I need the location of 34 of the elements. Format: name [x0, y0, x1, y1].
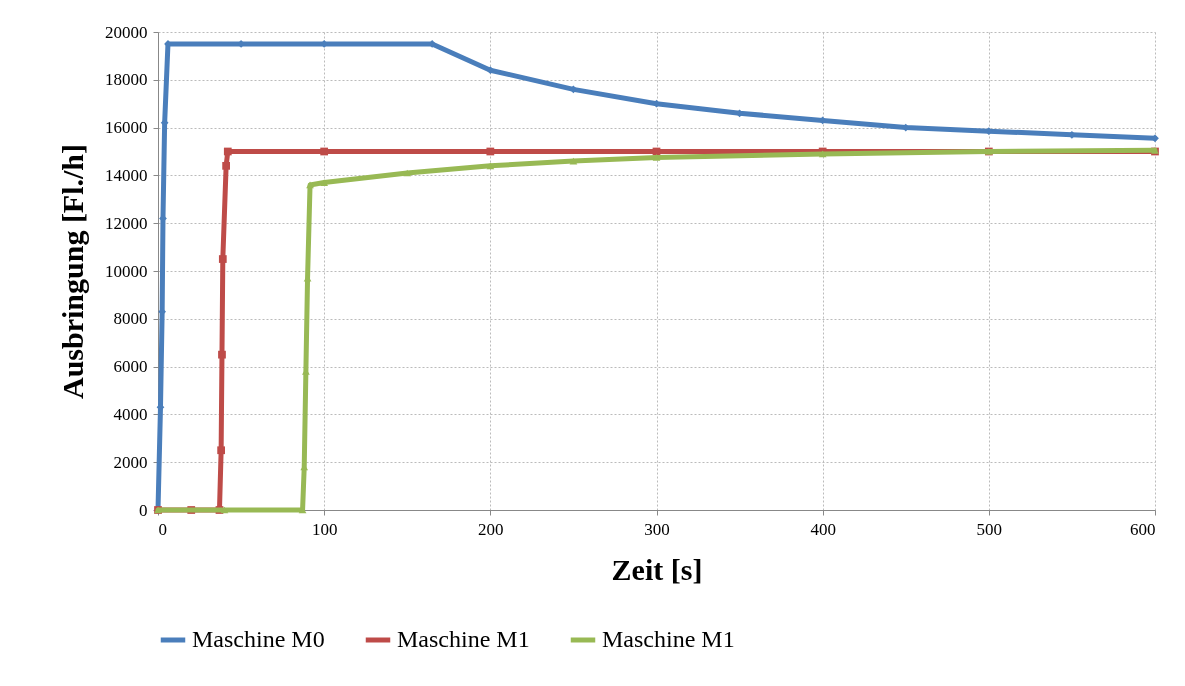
- point: [217, 446, 226, 455]
- y-tick-label: 20000: [105, 22, 148, 42]
- point: [320, 179, 329, 186]
- y-tick-label: 18000: [105, 70, 148, 90]
- x-tick-label: 600: [1130, 519, 1156, 539]
- y-axis-title: Ausbringung [Fl./h]: [56, 143, 89, 400]
- y-tick-label: 4000: [113, 404, 148, 424]
- point: [218, 350, 226, 359]
- point: [223, 147, 232, 156]
- y-tick-label: 2000: [113, 452, 148, 472]
- x-tick-label: 200: [478, 519, 504, 539]
- legend-label: Maschine M1: [397, 626, 530, 652]
- legend-label: Maschine M0: [192, 626, 325, 652]
- point: [320, 147, 329, 156]
- x-axis-title: Zeit [s]: [611, 552, 703, 586]
- y-tick-label: 14000: [105, 165, 148, 185]
- point: [652, 154, 661, 161]
- point: [486, 147, 495, 156]
- x-tick-label: 400: [810, 519, 836, 539]
- point: [486, 162, 495, 170]
- x-tick-label: 300: [644, 519, 670, 539]
- y-tick-label: 12000: [105, 213, 148, 233]
- point: [222, 161, 230, 170]
- x-tick-label: 500: [976, 519, 1003, 539]
- y-tick-label: 6000: [113, 357, 148, 377]
- x-tick-label: 100: [311, 519, 338, 539]
- y-tick-label: 0: [139, 500, 148, 520]
- legend-label: Maschine M1: [602, 626, 735, 652]
- y-tick-label: 10000: [105, 261, 148, 281]
- point: [218, 255, 227, 263]
- x-tick-label: 0: [158, 519, 167, 539]
- y-tick-label: 16000: [105, 118, 148, 138]
- y-tick-label: 8000: [113, 309, 148, 329]
- point: [220, 506, 229, 514]
